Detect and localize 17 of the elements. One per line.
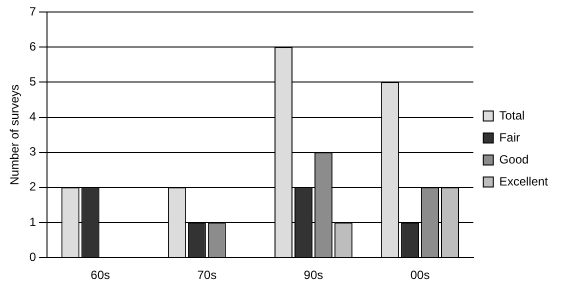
- x-tick-label: 70s: [197, 268, 217, 282]
- y-axis-title: Number of surveys: [8, 84, 22, 186]
- legend-label: Fair: [499, 130, 520, 144]
- x-tick-label: 90s: [304, 268, 324, 282]
- y-tick-label: 6: [29, 39, 36, 54]
- legend-label: Total: [499, 108, 525, 122]
- y-tick-label: 5: [29, 74, 36, 88]
- legend-label: Excellent: [499, 174, 549, 188]
- y-tick-label: 7: [29, 4, 36, 18]
- y-tick-label: 0: [29, 250, 36, 264]
- y-tick-label: 4: [29, 110, 36, 124]
- x-tick-label: 00s: [410, 268, 430, 282]
- y-tick-label: 1: [29, 214, 36, 229]
- x-tick-label: 60s: [90, 268, 110, 282]
- y-tick-label: 2: [29, 180, 36, 194]
- y-tick-label: 3: [29, 144, 36, 159]
- legend-label: Good: [499, 152, 529, 166]
